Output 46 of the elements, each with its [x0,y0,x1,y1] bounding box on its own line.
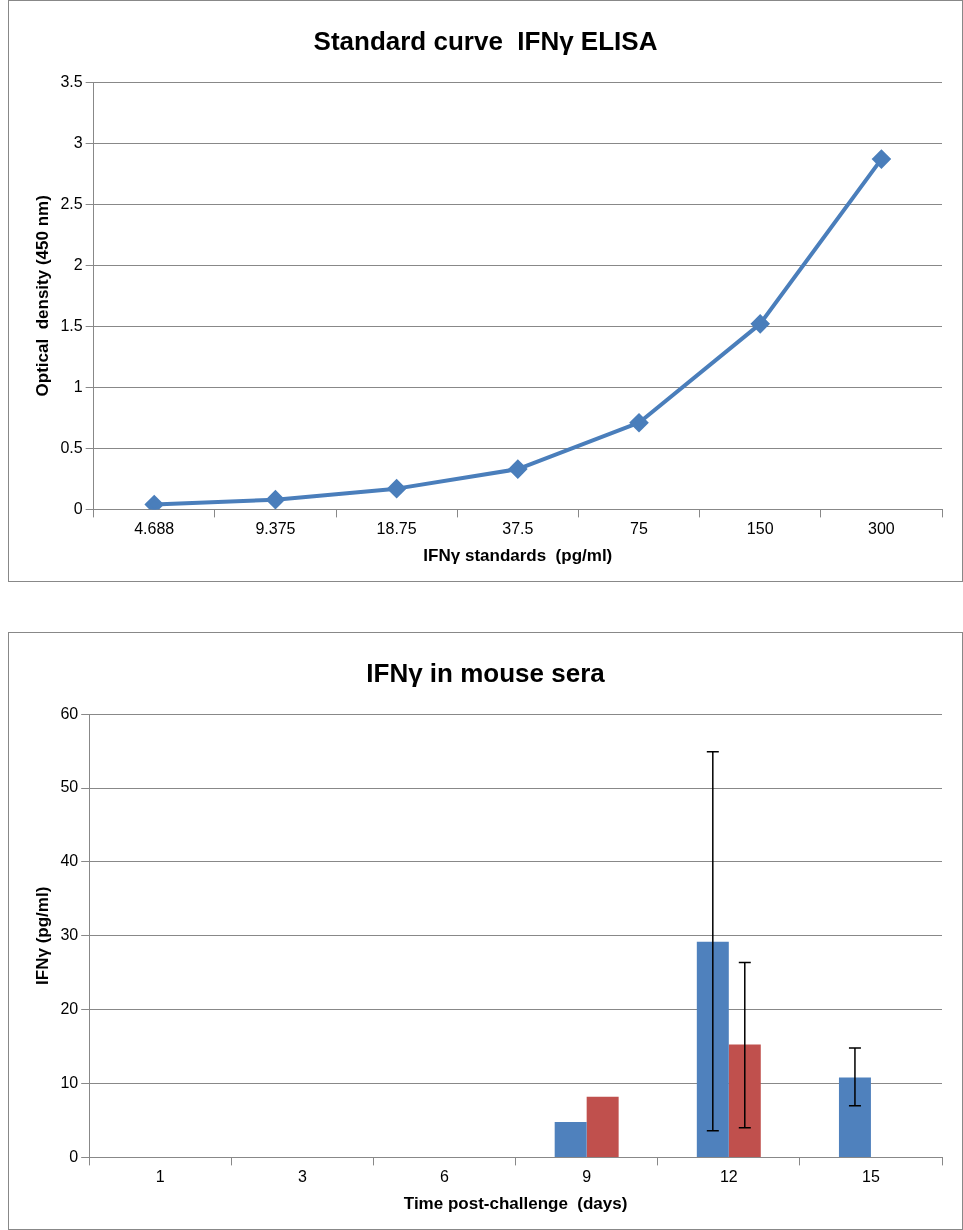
y-tick-label: 50 [60,778,79,796]
x-tick-label: 18.75 [376,520,417,538]
point [387,479,406,498]
y-tick-label: 3.5 [60,72,83,90]
y-tick-label: 1.5 [60,316,83,334]
y-tick-label: 1 [73,377,83,395]
point [266,490,285,509]
x-tick-label: 3 [297,1168,307,1186]
x-tick-label: 150 [746,520,774,538]
x-tick-label: 6 [440,1168,450,1186]
x-tick-label: 300 [868,520,895,538]
x-tick-label: 12 [719,1168,738,1186]
y-tick-label: 0 [73,499,83,517]
x-tick-label: 1 [155,1168,165,1186]
chart-title: Standard curve IFNγ ELISA [313,25,658,56]
x-axis-title: IFNγ standards (pg/ml) [423,546,613,566]
bar [554,1121,587,1157]
x-tick-label: 9 [582,1168,592,1186]
y-tick-label: 30 [60,926,79,944]
y-tick-label: 2 [73,255,83,273]
bar [586,1096,619,1157]
y-tick-label: 2.5 [60,194,83,212]
x-tick-label: 4.688 [134,520,175,538]
y-axis-title: IFNγ (pg/ml) [32,886,52,985]
x-tick-label: 15 [862,1168,880,1186]
bar [728,1044,761,1157]
point [145,495,164,510]
bar [696,941,729,1157]
point [630,413,649,432]
x-tick-label: 75 [630,520,649,538]
y-tick-label: 0 [69,1147,79,1165]
point [508,460,527,479]
y-tick-label: 10 [60,1073,79,1091]
y-tick-label: 3 [73,133,83,151]
point [872,150,891,169]
y-axis-title: Optical density (450 nm) [32,195,52,397]
x-axis-title: Time post-challenge (days) [403,1194,628,1214]
bar [838,1077,871,1157]
chart-title: IFNγ in mouse sera [366,657,606,688]
y-tick-label: 60 [60,704,79,722]
point [751,314,770,333]
x-tick-label: 9.375 [255,520,296,538]
y-tick-label: 40 [60,852,79,870]
y-tick-label: 20 [60,1000,79,1018]
x-tick-label: 37.5 [502,520,534,538]
y-tick-label: 0.5 [60,438,83,456]
